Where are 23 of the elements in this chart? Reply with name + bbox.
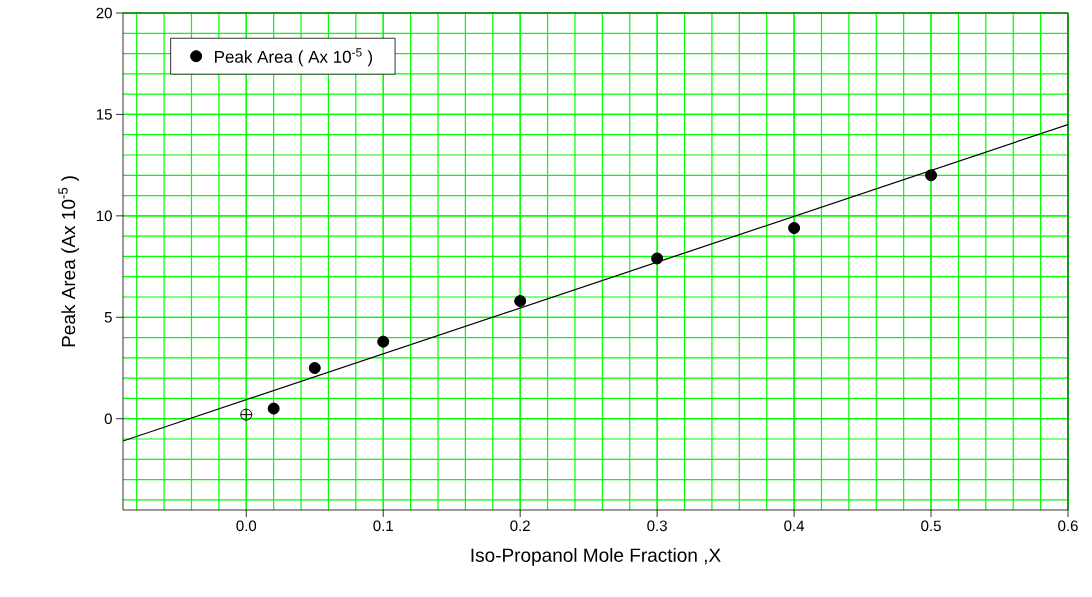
x-tick-label: 0.3 <box>647 520 667 532</box>
x-tick-label: 0.4 <box>784 520 805 532</box>
y-tick-label: 10 <box>96 210 112 222</box>
x-tick-label: 0.2 <box>510 520 530 532</box>
point <box>514 295 527 308</box>
y-tick-label: 15 <box>96 109 112 120</box>
point <box>240 408 253 421</box>
point <box>377 335 390 348</box>
x-tick-label: 0.1 <box>373 520 393 532</box>
point <box>651 252 664 265</box>
x-tick-label: 0.6 <box>1058 520 1078 532</box>
point <box>788 222 801 235</box>
x-axis-title: Iso-Propanol Mole Fraction ,X <box>471 547 721 566</box>
x-tick-label: 0.0 <box>236 520 257 532</box>
y-axis-title: Peak Area (Ax 10$^{-5}$ ) <box>58 176 79 347</box>
y-tick-label: 20 <box>96 7 112 19</box>
x-tick-label: 0.5 <box>921 520 941 532</box>
y-tick-label: 5 <box>104 312 112 323</box>
point <box>308 362 321 374</box>
legend-label: Peak Area ( Ax 10$^{-5}$ ) <box>215 48 373 67</box>
point <box>925 169 938 182</box>
point <box>267 402 280 415</box>
y-tick-label: 0 <box>104 413 112 425</box>
